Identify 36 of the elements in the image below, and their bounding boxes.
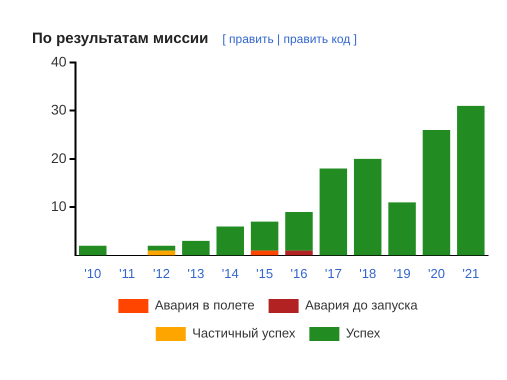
x-tick-label: '21 [462,266,480,281]
chart-title: По результатам миссии [32,30,208,47]
bar [148,250,176,256]
bar [388,202,416,256]
x-tick-label: '10 [84,266,102,281]
y-tick-label: 10 [50,198,67,214]
bar [216,226,244,256]
x-tick-label: '18 [359,266,376,281]
bar [354,158,382,256]
legend-label: Авария в полете [154,298,255,313]
legend-label: Авария до запуска [305,298,418,313]
x-tick-label: '13 [187,266,204,281]
bar [285,250,313,256]
bar [422,130,450,256]
x-tick-label: '20 [428,266,445,281]
y-tick-label: 30 [50,102,67,118]
x-tick-label: '11 [119,266,136,281]
bar [457,106,485,256]
bar [148,246,176,251]
y-tick-label: 40 [50,53,67,70]
x-tick-label: '12 [153,266,170,281]
bar [182,240,210,256]
bar [285,212,313,251]
bar [250,222,278,251]
x-tick-label: '16 [290,266,308,281]
x-tick-label: '14 [222,266,239,281]
x-tick-label: '19 [394,266,411,281]
bar [250,250,278,256]
legend-label: Успех [346,326,381,341]
bar [320,168,348,256]
legend-label: Частичный успех [192,326,296,341]
x-tick-label: '17 [324,266,342,281]
x-tick-label: '15 [256,266,274,281]
y-tick-label: 20 [50,150,67,166]
bar [79,246,107,256]
text: [ править | править код ] [222,32,357,46]
